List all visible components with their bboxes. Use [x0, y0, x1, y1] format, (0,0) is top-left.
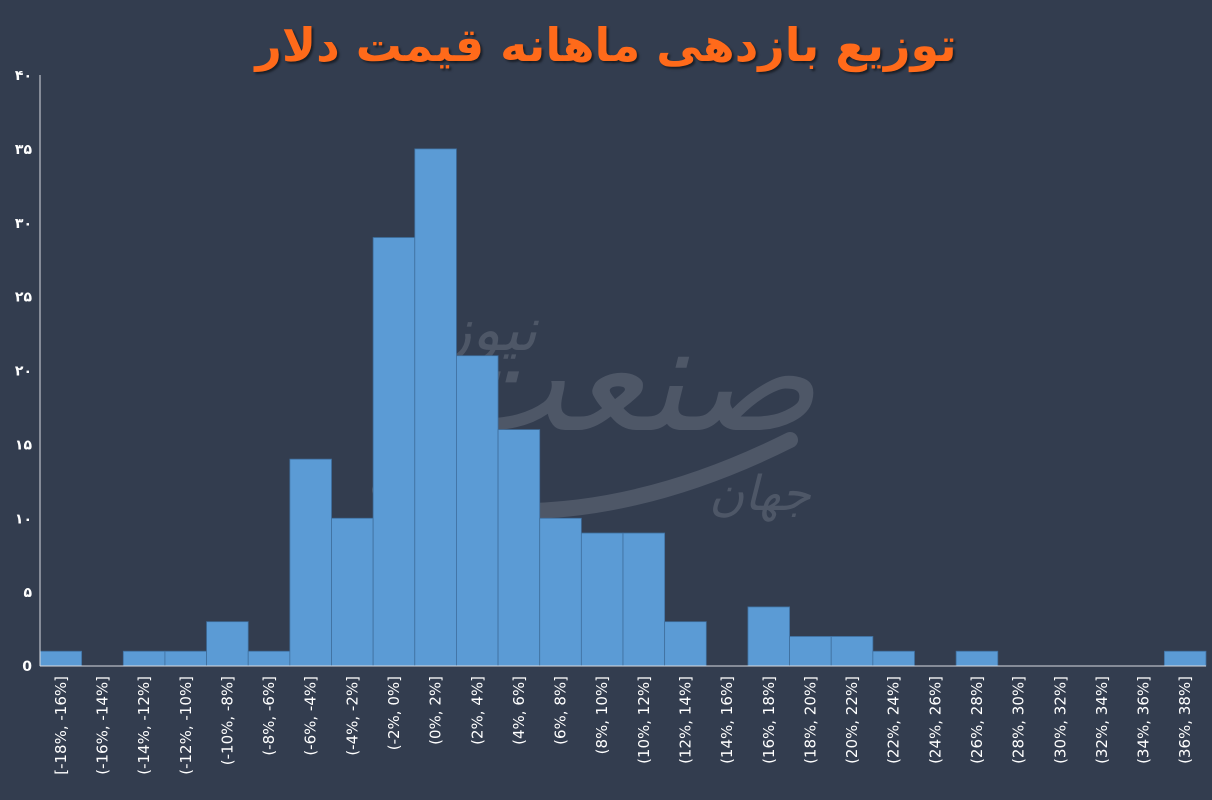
y-tick-label: ۴۰	[15, 68, 32, 84]
bar	[830, 636, 874, 667]
x-tick-label: (4%, 6%]	[510, 676, 528, 745]
bar	[331, 517, 374, 667]
bar	[247, 650, 291, 667]
x-tick-label: (-2%, 0%]	[385, 676, 403, 750]
watermark-logo: صنعت نیوز جهان	[372, 292, 817, 522]
y-tick-label: 0	[22, 659, 32, 675]
x-tick-label: (-10%, -8%]	[218, 676, 236, 765]
chart-title: توزیع بازدهی ماهانه قیمت دلار	[255, 18, 957, 72]
y-tick-label: ۱۵	[15, 437, 33, 453]
x-tick-label: (-12%, -10%]	[177, 676, 195, 775]
x-tick-label: (10%, 12%]	[635, 676, 653, 764]
x-tick-label: (-4%, -2%]	[343, 676, 361, 756]
x-tick-label: (24%, 26%]	[926, 676, 944, 764]
x-tick-label: (16%, 18%]	[760, 676, 778, 764]
bar	[747, 606, 790, 667]
x-tick-label: (8%, 10%]	[593, 676, 611, 754]
bar	[164, 650, 207, 667]
y-tick-label: ۲۰	[15, 364, 32, 380]
x-tick-label: (-8%, -6%]	[260, 676, 278, 756]
x-tick-label: (36%, 38%]	[1176, 676, 1194, 764]
y-tick-label: ۵	[23, 585, 32, 601]
x-tick-label: (18%, 20%]	[801, 676, 819, 764]
x-tick-label: (-6%, -4%]	[302, 676, 320, 756]
bar	[1163, 650, 1207, 667]
x-tick-label: (26%, 28%]	[968, 676, 986, 764]
bar	[39, 650, 83, 667]
x-tick-label: (20%, 22%]	[843, 676, 861, 764]
y-tick-label: ۳۵	[15, 142, 33, 158]
bar	[872, 650, 915, 667]
y-tick-label: ۱۰	[15, 511, 32, 527]
bar	[414, 148, 457, 667]
bars-group	[39, 148, 1207, 667]
x-tick-label: (6%, 8%]	[552, 676, 570, 745]
x-tick-label: [-18%, -16%]	[52, 676, 70, 775]
y-tick-label: ۲۵	[15, 290, 33, 306]
bar	[497, 429, 541, 667]
x-ticks-group: [-18%, -16%] (-16%, -14%] (-14%, -12%] (-12…	[52, 676, 1194, 775]
x-tick-label: (30%, 32%]	[1051, 676, 1069, 764]
x-tick-label: (28%, 30%]	[1010, 676, 1028, 764]
bar	[622, 532, 666, 667]
bar	[955, 650, 999, 667]
bar	[289, 458, 332, 667]
bar	[206, 621, 249, 667]
watermark-text-small: جهان	[709, 466, 811, 522]
y-ticks-group: 0 ۵ ۱۰ ۱۵ ۲۰ ۲۵ ۳۰ ۳۵ ۴۰	[15, 68, 33, 675]
x-tick-label: (2%, 4%]	[468, 676, 486, 745]
bar	[539, 517, 582, 667]
x-tick-label: (-14%, -12%]	[135, 676, 153, 775]
x-tick-label: (22%, 24%]	[885, 676, 903, 764]
bar	[789, 636, 832, 667]
bar	[372, 237, 416, 667]
x-tick-label: (0%, 2%]	[427, 676, 445, 745]
bar	[580, 532, 624, 667]
bar	[456, 355, 499, 667]
bar	[122, 650, 166, 667]
bar	[664, 621, 707, 667]
x-tick-label: (34%, 36%]	[1135, 676, 1153, 764]
x-tick-label: (32%, 34%]	[1093, 676, 1111, 764]
x-tick-label: (-16%, -14%]	[93, 676, 111, 775]
y-tick-label: ۳۰	[15, 216, 32, 232]
x-tick-label: (12%, 14%]	[676, 676, 694, 764]
x-tick-label: (14%, 16%]	[718, 676, 736, 764]
